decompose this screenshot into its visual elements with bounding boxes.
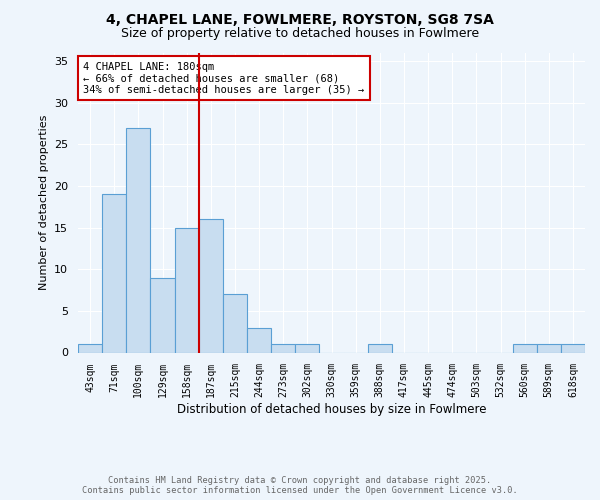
Bar [561,344,585,352]
Bar [537,344,561,352]
Bar [295,344,319,352]
Bar [151,278,175,352]
Text: 4 CHAPEL LANE: 180sqm
← 66% of detached houses are smaller (68)
34% of semi-deta: 4 CHAPEL LANE: 180sqm ← 66% of detached … [83,62,364,94]
Bar [78,344,102,352]
Bar [223,294,247,352]
Text: Contains HM Land Registry data © Crown copyright and database right 2025.
Contai: Contains HM Land Registry data © Crown c… [82,476,518,495]
Bar [512,344,537,352]
Bar [175,228,199,352]
Bar [271,344,295,352]
Bar [102,194,126,352]
Bar [368,344,392,352]
X-axis label: Distribution of detached houses by size in Fowlmere: Distribution of detached houses by size … [177,403,486,416]
Y-axis label: Number of detached properties: Number of detached properties [38,115,49,290]
Text: 4, CHAPEL LANE, FOWLMERE, ROYSTON, SG8 7SA: 4, CHAPEL LANE, FOWLMERE, ROYSTON, SG8 7… [106,12,494,26]
Bar [126,128,151,352]
Bar [247,328,271,352]
Text: Size of property relative to detached houses in Fowlmere: Size of property relative to detached ho… [121,28,479,40]
Bar [199,219,223,352]
